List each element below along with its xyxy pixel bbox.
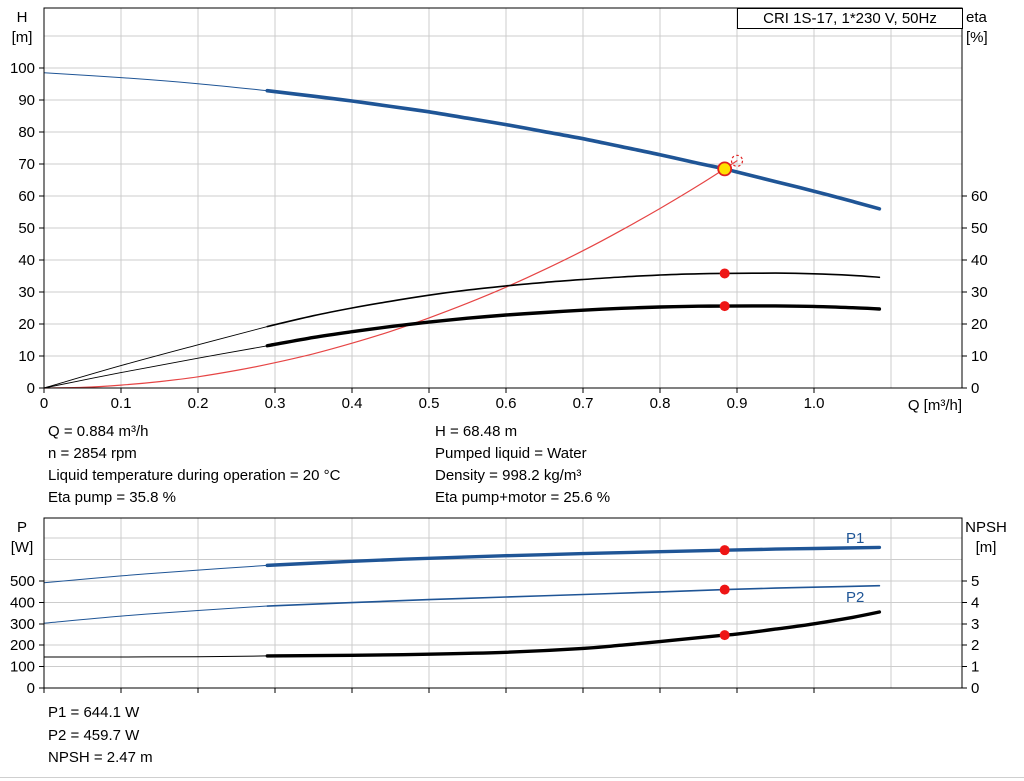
eta-axis-title-unit: [%] [966,29,988,46]
x-tick-label: 0.8 [650,395,671,412]
y-tick-label-left: 30 [18,284,35,301]
y-tick-label-right: 0 [971,680,979,697]
y-tick-label-right: 30 [971,284,988,301]
p-axis-title-unit: [W] [10,539,34,556]
duty-annotations-left: Q = 0.884 m³/h n = 2854 rpm Liquid tempe… [48,421,340,509]
annotation-head: H = 68.48 m [435,423,518,440]
series-h-curve-extrapolated [43,72,268,92]
y-tick-label-right: 5 [971,573,979,590]
y-tick-label-left: 60 [18,188,35,205]
series-h-curve [265,88,882,211]
series-npsh-extrapolated [43,655,268,658]
q-axis-label: Q [m³/h] [907,397,962,414]
x-tick-label: 0.6 [496,395,517,412]
x-tick-label: 0 [40,395,48,412]
h-axis-title: H [m] [6,8,38,48]
npsh-axis-title: NPSH [m] [960,518,1012,558]
annotation-q: Q = 0.884 m³/h [48,423,149,440]
x-tick-label: 0.2 [188,395,209,412]
annotation-eta-pump-motor: Eta pump+motor = 25.6 % [435,489,611,506]
y-tick-label-right: 2 [971,637,979,654]
p2-duty-dot [719,584,730,595]
power-annotations: P1 = 644.1 W P2 = 459.7 W NPSH = 2.47 m [48,702,153,770]
series-npsh [265,610,882,658]
y-tick-label-left: 90 [18,92,35,109]
npsh-duty-dot [719,630,730,641]
eta-pump-duty-dot [719,268,730,279]
y-tick-label-right: 40 [971,252,988,269]
annotation-liquid-temperature: Liquid temperature during operation = 20… [48,467,341,484]
y-tick-label-left: 400 [10,594,35,611]
eta-pump-motor-duty-dot [719,301,730,312]
x-tick-label: 1.0 [804,395,825,412]
y-tick-label-left: 100 [10,659,35,676]
series-p1-extrapolated [43,564,268,584]
y-tick-label-right: 0 [971,380,979,397]
x-tick-label: 0.7 [573,395,594,412]
y-tick-label-right: 50 [971,220,988,237]
y-tick-label-left: 500 [10,573,35,590]
y-tick-label-left: 70 [18,156,35,173]
annotation-density: Density = 998.2 kg/m³ [435,467,582,484]
y-tick-label-left: 0 [27,680,35,697]
y-tick-label-right: 10 [971,348,988,365]
series-eta-pump-motor-extrapolated [43,345,268,389]
annotation-npsh: NPSH = 2.47 m [48,749,153,766]
plot-frame [43,7,963,389]
x-tick-label: 0.9 [727,395,748,412]
x-tick-label: 0.5 [419,395,440,412]
annotation-p1: P1 = 644.1 W [48,704,140,721]
annotation-p2: P2 = 459.7 W [48,726,140,744]
p1-duty-dot [719,545,730,556]
y-tick-label-left: 100 [10,60,35,77]
y-tick-label-left: 50 [18,220,35,237]
series-system-curve [43,160,738,389]
p-axis-title: P [W] [6,518,38,558]
y-tick-label-left: 0 [27,380,35,397]
y-tick-label-right: 3 [971,616,979,633]
p-axis-title-symbol: P [16,519,27,536]
h-axis-title-unit: [m] [11,29,33,46]
bottom-divider [0,777,1024,778]
y-tick-label-left: 40 [18,252,35,269]
y-tick-label-right: 20 [971,316,988,333]
series-eta-pump [266,272,881,328]
y-tick-label-right: 4 [971,594,979,611]
y-tick-label-left: 200 [10,637,35,654]
h-axis-title-symbol: H [16,9,28,26]
duty-point-marker [717,161,733,177]
eta-axis-title: eta [%] [966,8,1016,48]
x-tick-label: 0.1 [111,395,132,412]
annotation-speed: n = 2854 rpm [48,445,137,462]
annotation-eta-pump: Eta pump = 35.8 % [48,489,176,506]
series-eta-pump-motor [265,304,882,348]
duty-annotations-right: H = 68.48 m Pumped liquid = Water Densit… [435,421,610,509]
series-eta-pump-extrapolated [43,326,268,389]
series-p1 [265,545,882,568]
p1-series-label: P1 [846,530,865,547]
plot-frame [43,517,963,689]
y-tick-label-left: 80 [18,124,35,141]
y-tick-label-left: 10 [18,348,35,365]
eta-axis-title-symbol: eta [966,9,987,26]
npsh-axis-title-symbol: NPSH [965,519,1007,536]
series-p2-extrapolated [43,605,268,624]
y-tick-label-right: 60 [971,188,988,205]
y-tick-label-left: 20 [18,316,35,333]
requested-duty-marker [730,154,744,167]
y-tick-label-left: 300 [10,616,35,633]
series-p2 [266,584,881,607]
p2-series-label: P2 [846,589,865,606]
y-tick-label-right: 1 [971,659,979,676]
pump-model-title-box: CRI 1S-17, 1*230 V, 50Hz [737,8,963,29]
x-tick-label: 0.4 [342,395,363,412]
npsh-axis-title-unit: [m] [975,539,997,556]
annotation-pumped-liquid: Pumped liquid = Water [435,445,587,462]
x-tick-label: 0.3 [265,395,286,412]
